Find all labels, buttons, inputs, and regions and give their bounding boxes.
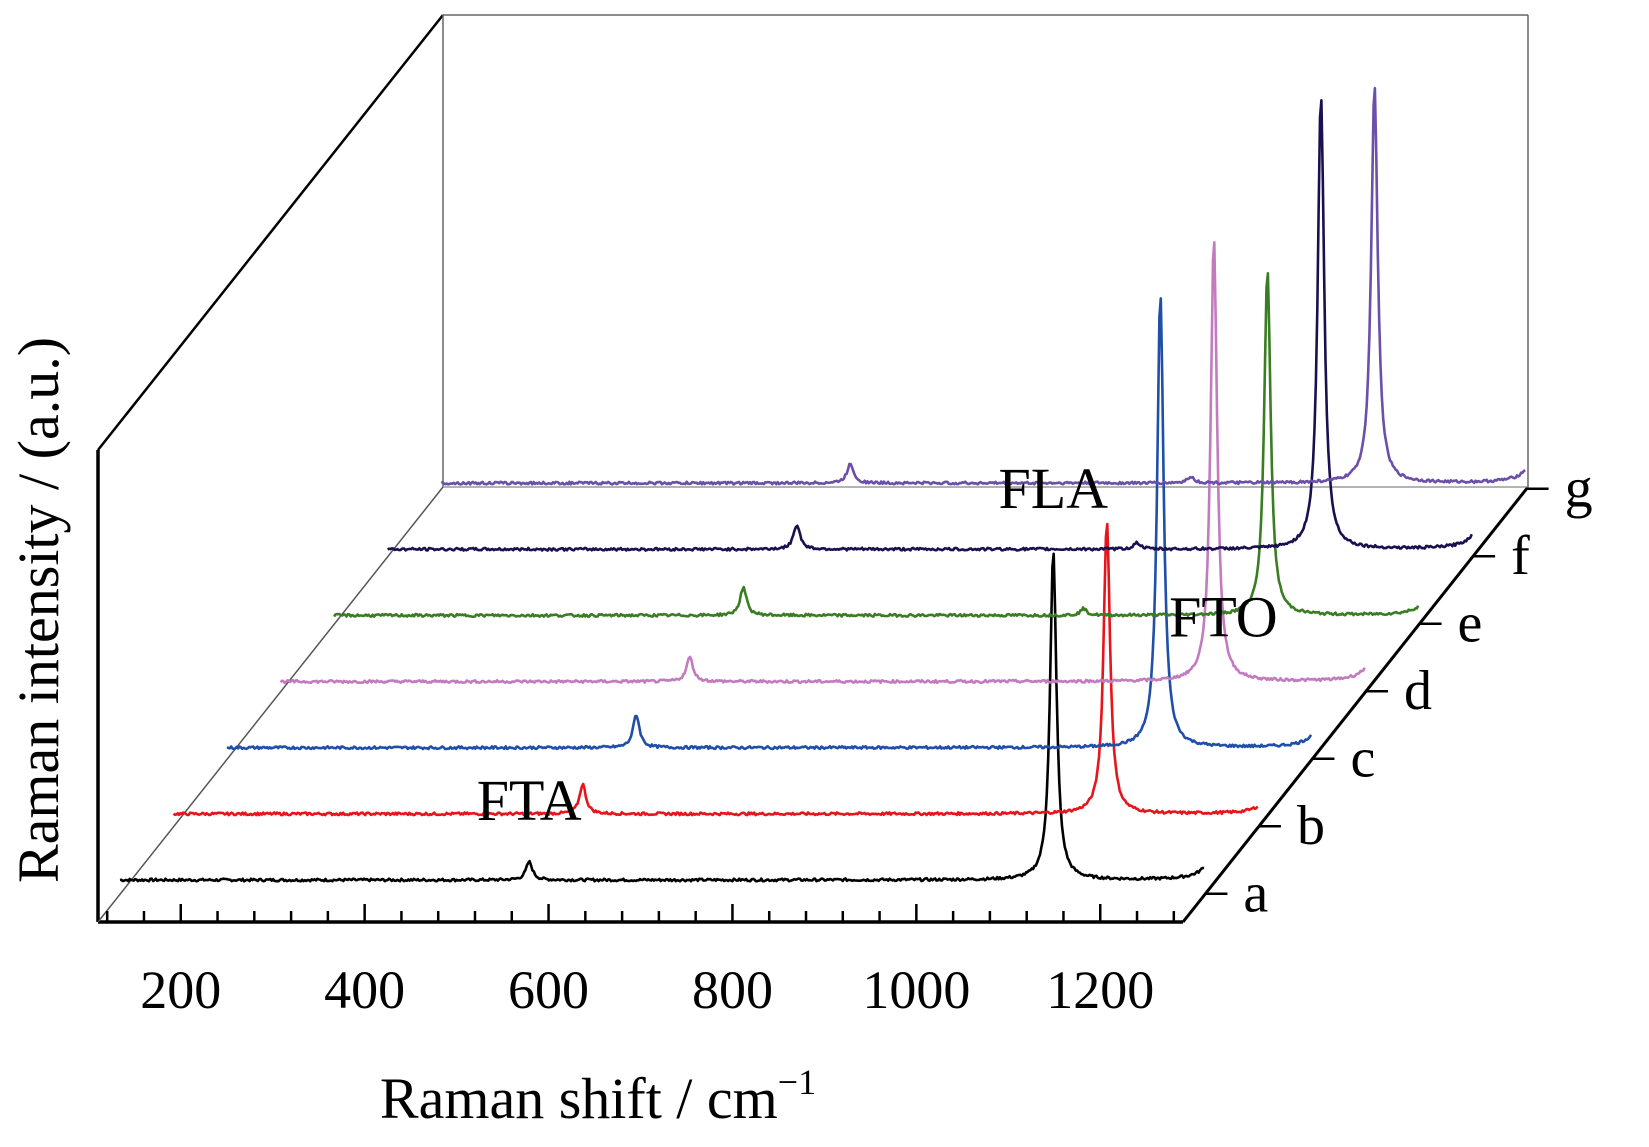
x-tick-label: 400 [324,960,405,1020]
series-label-g: g [1565,458,1593,520]
series-label-a: a [1243,863,1268,925]
series-label-d: d [1404,660,1432,722]
x-axis-ticks [105,904,1176,922]
x-tick-label: 200 [140,960,221,1020]
series-label-c: c [1350,728,1375,790]
spectrum-line-c [226,297,1313,751]
series-label-f: f [1511,525,1530,587]
x-tick-label: 600 [508,960,589,1020]
peak-label-fta: FTA [477,768,582,833]
peak-label-fla: FLA [998,456,1108,521]
peak-label-fto: FTO [1169,585,1278,650]
series-label-e: e [1458,593,1483,655]
top-left-depth-edge [97,14,444,451]
chart-frame [96,14,1530,924]
spectrum-line-f [386,99,1473,552]
bottom-left-depth-edge [97,486,444,923]
x-tick-label: 1000 [862,960,970,1020]
x-tick-label: 800 [692,960,773,1020]
spectrum-line-g [440,86,1526,486]
y-axis-title: Raman intensity / (a.u.) [6,337,71,883]
spectra-group [119,86,1526,883]
x-axis-title: Raman shift / cm−1 [380,1062,816,1131]
spectrum-line-e [333,272,1420,618]
spectrum-line-a [119,552,1205,883]
spectrum-line-d [279,241,1366,685]
spectrum-line-b [172,522,1259,817]
peak-annotations: FTA FLA FTO [477,456,1278,833]
series-label-b: b [1297,795,1325,857]
x-tick-label: 1200 [1046,960,1154,1020]
right-depth-edge [1181,486,1530,923]
x-axis-tick-labels: 200 400 600 800 1000 1200 [140,960,1154,1020]
